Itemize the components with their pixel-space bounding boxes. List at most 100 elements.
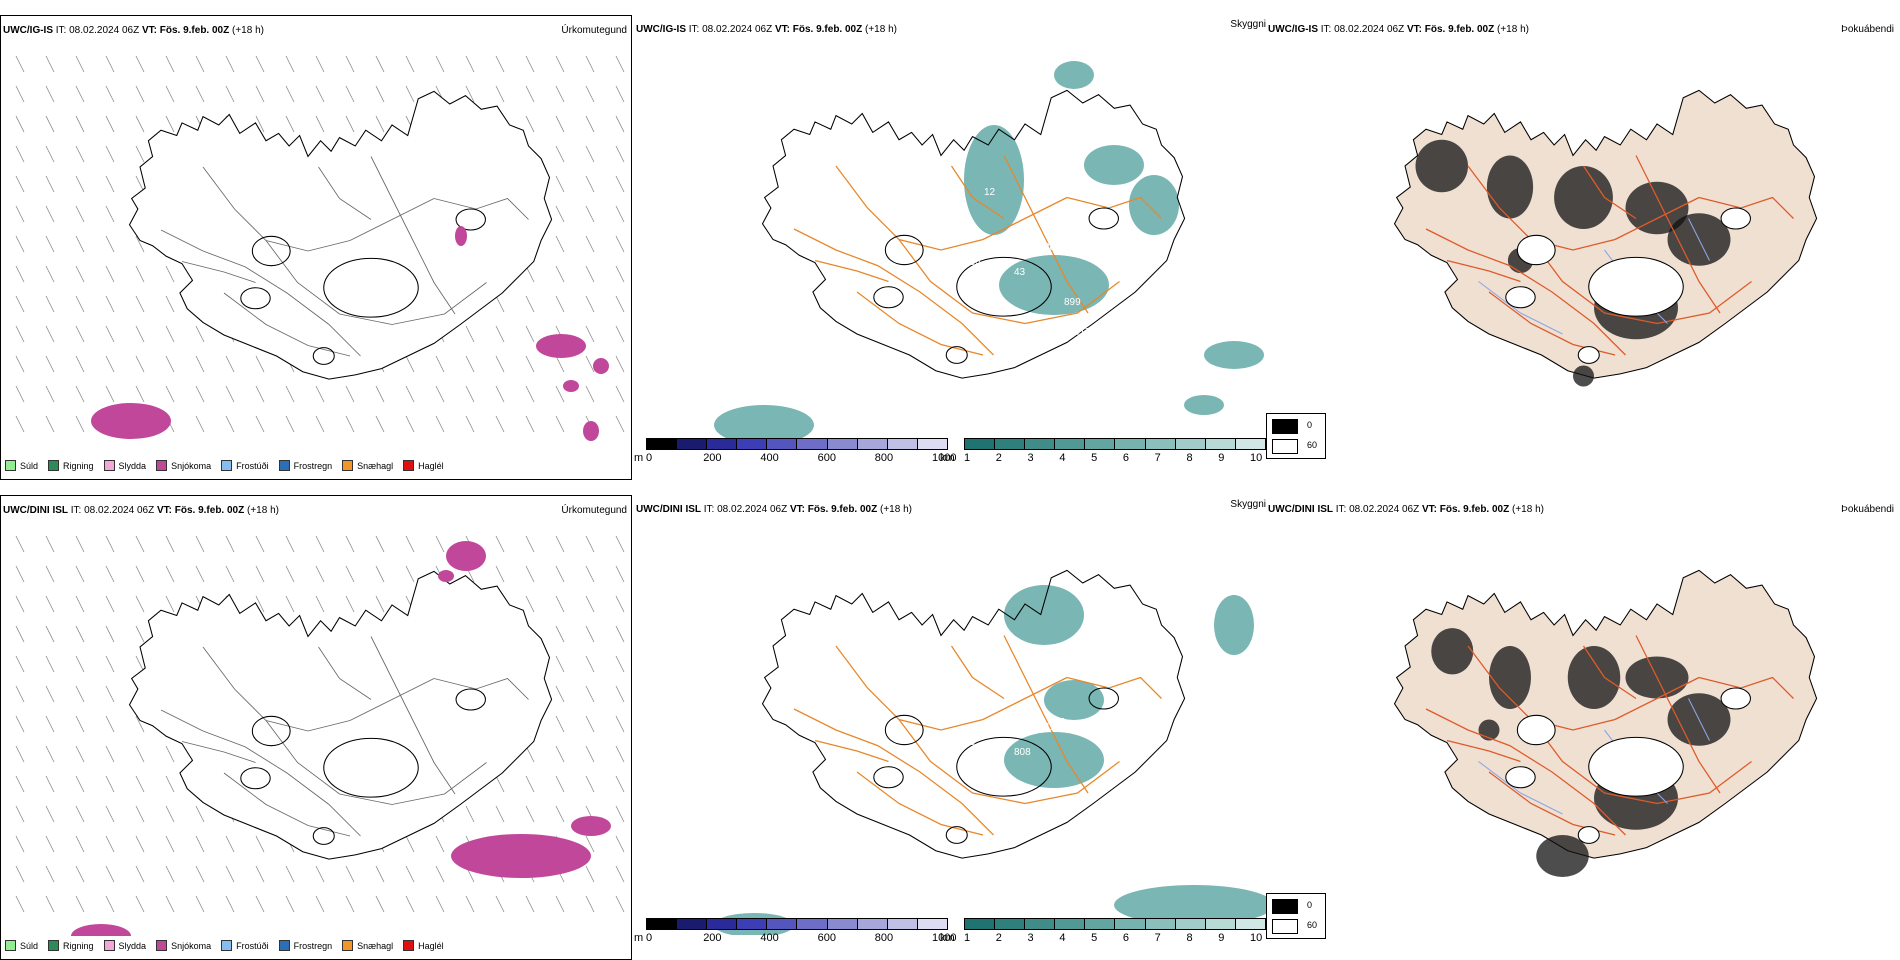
colorbar-tick: 7 bbox=[1154, 932, 1161, 944]
wind-barb bbox=[105, 625, 115, 643]
wind-barb bbox=[585, 265, 595, 283]
colorbar-step bbox=[1235, 919, 1265, 929]
colorbar-step bbox=[965, 919, 996, 929]
wind-barb bbox=[75, 895, 85, 913]
it-label: IT: bbox=[1320, 24, 1332, 35]
road-line bbox=[223, 292, 351, 357]
wind-barb bbox=[405, 55, 415, 73]
precip-map bbox=[15, 55, 625, 441]
model-name: UWC/IG-IS bbox=[636, 24, 686, 35]
fog-legend-swatch bbox=[1272, 419, 1298, 434]
wind-barb bbox=[45, 595, 55, 613]
cloud-base-label: 43 bbox=[1014, 267, 1026, 278]
wind-barb bbox=[135, 775, 145, 793]
wind-barb bbox=[15, 265, 25, 283]
wind-barb bbox=[585, 325, 595, 343]
colorbar bbox=[646, 438, 948, 450]
panel-header: UWC/IG-IS IT: 08.02.2024 06Z VT: Fös. 9.… bbox=[1268, 24, 1529, 35]
colorbar-tick: 1 bbox=[964, 452, 971, 464]
wind-barb bbox=[45, 715, 55, 733]
wind-barb bbox=[615, 835, 625, 853]
colorbar-step bbox=[887, 439, 918, 449]
fog-legend-label: 60 bbox=[1307, 920, 1318, 930]
lead-time: (+18 h) bbox=[1512, 504, 1544, 515]
legend-swatch bbox=[156, 940, 168, 951]
road-line bbox=[1582, 645, 1637, 700]
it-label: IT: bbox=[55, 25, 67, 36]
field-title: Úrkomutegund bbox=[561, 25, 627, 36]
wind-barb bbox=[405, 535, 415, 553]
wind-barb bbox=[75, 235, 85, 253]
wind-barb bbox=[585, 565, 595, 583]
wind-barb bbox=[585, 775, 595, 793]
wind-barb bbox=[345, 85, 355, 103]
legend-item: Súld bbox=[5, 940, 38, 951]
wind-barb bbox=[165, 775, 175, 793]
wind-barb bbox=[555, 385, 565, 403]
wind-barb bbox=[255, 415, 265, 433]
road-line bbox=[433, 198, 529, 220]
wind-barb bbox=[315, 115, 325, 133]
wind-barb bbox=[615, 595, 625, 613]
fog-area bbox=[1536, 835, 1589, 877]
legend-item: Frostregn bbox=[278, 940, 332, 951]
wind-barb bbox=[105, 85, 115, 103]
wind-barb bbox=[15, 685, 25, 703]
wind-barb bbox=[75, 685, 85, 703]
colorbar-tick: 5 bbox=[1091, 452, 1098, 464]
wind-barb bbox=[255, 115, 265, 133]
wind-barb bbox=[615, 175, 625, 193]
wind-barb bbox=[225, 385, 235, 403]
wind-barb bbox=[165, 895, 175, 913]
wind-barb bbox=[45, 385, 55, 403]
wind-barb bbox=[15, 715, 25, 733]
wind-barb bbox=[15, 295, 25, 313]
low-visibility-area bbox=[1054, 61, 1094, 89]
legend-label: Frostúði bbox=[236, 460, 269, 471]
low-visibility-area bbox=[1004, 585, 1084, 645]
wind-barb bbox=[225, 85, 235, 103]
colorbar-step bbox=[965, 439, 996, 449]
glacier-outline bbox=[1577, 826, 1600, 844]
wind-barb bbox=[75, 355, 85, 373]
wind-barb bbox=[45, 685, 55, 703]
wind-barb bbox=[285, 85, 295, 103]
wind-barb bbox=[585, 145, 595, 163]
cloud-base-label: 41 bbox=[934, 387, 946, 398]
glacier-outline bbox=[1505, 766, 1536, 789]
wind-barb bbox=[15, 565, 25, 583]
cloud-base-label: 95 bbox=[964, 737, 976, 748]
model-name: UWC/IG-IS bbox=[1268, 24, 1318, 35]
wind-barb bbox=[165, 745, 175, 763]
wind-barb bbox=[585, 355, 595, 373]
colorbar-tick: 9 bbox=[1218, 452, 1225, 464]
wind-barb bbox=[465, 385, 475, 403]
road-line bbox=[160, 229, 361, 357]
wind-barb bbox=[105, 205, 115, 223]
wind-barb bbox=[165, 805, 175, 823]
wind-barb bbox=[255, 865, 265, 883]
road-line bbox=[1467, 645, 1700, 731]
legend-label: Frostúði bbox=[236, 940, 269, 951]
colorbar-tick: 1000 bbox=[932, 932, 957, 944]
wind-barb bbox=[75, 295, 85, 313]
road-line bbox=[950, 645, 1005, 700]
colorbar-step bbox=[1205, 439, 1236, 449]
wind-barb bbox=[525, 565, 535, 583]
wind-barb bbox=[195, 325, 205, 343]
wind-barb bbox=[15, 355, 25, 373]
wind-barb bbox=[135, 235, 145, 253]
glacier-outline bbox=[1516, 234, 1556, 266]
vt-value: Fös. 9.feb. 00Z bbox=[807, 504, 878, 515]
wind-barb bbox=[615, 415, 625, 433]
fog-area bbox=[1567, 646, 1621, 709]
iceland-coastline bbox=[1393, 569, 1818, 859]
colorbar-step bbox=[1205, 919, 1236, 929]
wind-barb bbox=[585, 535, 595, 553]
colorbar-tick: 8 bbox=[1186, 932, 1193, 944]
wind-barb bbox=[375, 385, 385, 403]
glacier-outline bbox=[323, 257, 419, 318]
wind-barb bbox=[615, 235, 625, 253]
wind-barb bbox=[465, 805, 475, 823]
wind-barb bbox=[585, 175, 595, 193]
